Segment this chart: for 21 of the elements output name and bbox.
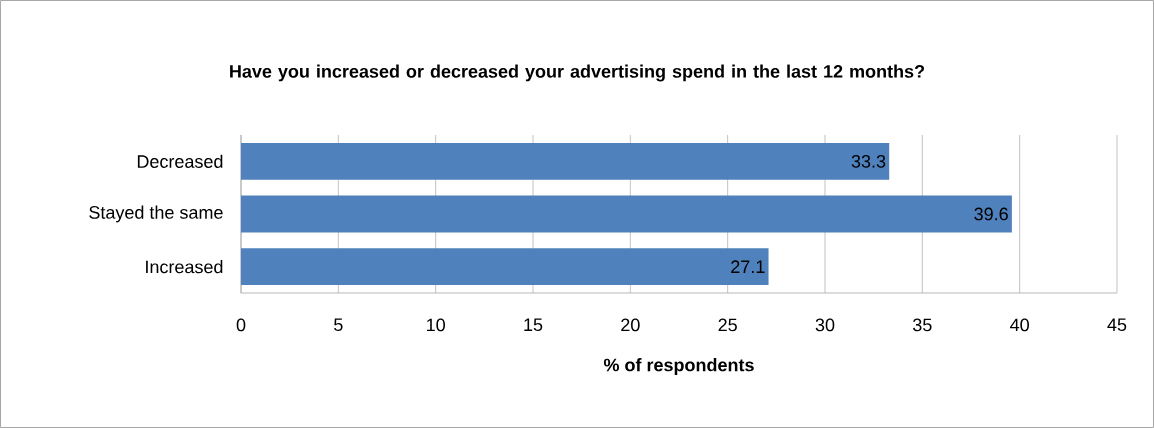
x-tick-label: 45 [1107,318,1127,332]
y-tick-label: Increased [146,260,223,274]
y-tick-label: Stayed the same [89,205,223,223]
x-tick-label: 10 [427,318,445,332]
x-tick-label: 30 [815,318,835,332]
x-tick-label: 15 [524,318,543,332]
x-tick-label: 5 [334,318,343,332]
bar [241,195,1012,233]
x-axis-title: % of respondents [603,358,754,375]
bar [241,142,890,180]
bar [241,248,769,286]
chart-title: Have you increased or decreased your advertising spend in the last 12 months? [230,64,925,82]
y-tick-label: Decreased [137,154,223,168]
x-tick-label: 40 [1010,318,1029,332]
data-label: 27.1 [731,260,765,273]
x-tick-label: 0 [236,318,246,332]
data-label: 33.3 [851,154,886,168]
data-label: 39.6 [974,207,1008,221]
x-tick-label: 35 [913,318,932,332]
x-tick-label: 20 [621,318,640,332]
x-tick-label: 25 [718,318,737,332]
